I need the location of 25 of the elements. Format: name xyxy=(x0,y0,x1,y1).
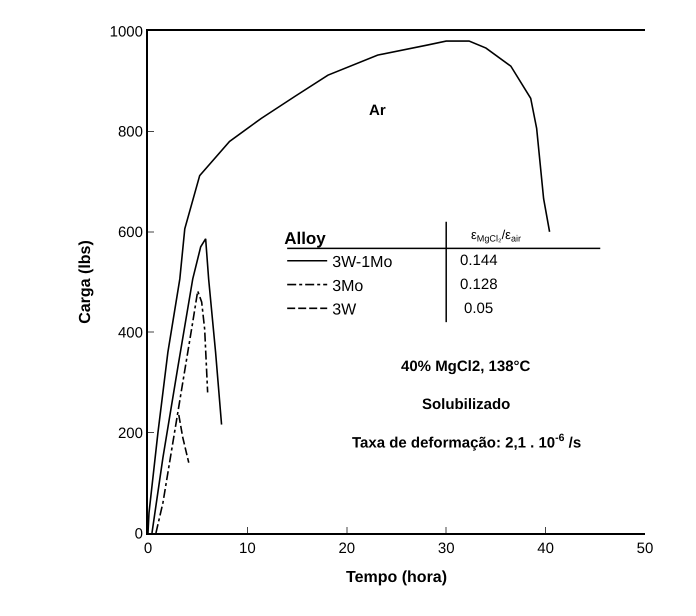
x-tick-label: 50 xyxy=(636,540,654,557)
x-tick-label: 20 xyxy=(338,540,356,557)
annotation: 40% MgCl2, 138°C xyxy=(401,358,531,375)
text: Ar xyxy=(369,102,386,119)
annotation: Taxa de deformação: 2,1 . 10$^{-6}$ /s xyxy=(352,432,582,452)
y-tick-label: 0 xyxy=(134,525,143,542)
legend-label: 3W-1Mo xyxy=(332,254,392,271)
legend-label: 3W xyxy=(332,302,358,319)
x-tick-label: 10 xyxy=(239,540,256,557)
legend-title: Alloy xyxy=(284,228,326,248)
annotation: ε$_{MgCl₂}$/ε$_{air}$ xyxy=(471,227,522,244)
x-axis-title: Tempo (hora) xyxy=(346,569,448,586)
x-tick-label: 40 xyxy=(537,540,554,557)
y-tick-label: 1000 xyxy=(110,23,143,40)
y-tick-label: 400 xyxy=(118,324,143,342)
y-tick-label: 800 xyxy=(118,124,143,141)
y-axis-title: Carga (lbs) xyxy=(77,240,94,324)
annotation: Solubilizado xyxy=(422,396,510,413)
annotation: 0.05 xyxy=(464,300,494,317)
y-tick-label: 600 xyxy=(118,224,143,242)
annotation: 0.128 xyxy=(460,276,498,293)
y-tick-label: 200 xyxy=(118,424,143,442)
annotation: 0.144 xyxy=(460,252,498,269)
legend-label: 3Mo xyxy=(332,278,364,295)
x-tick-label: 30 xyxy=(438,540,455,557)
